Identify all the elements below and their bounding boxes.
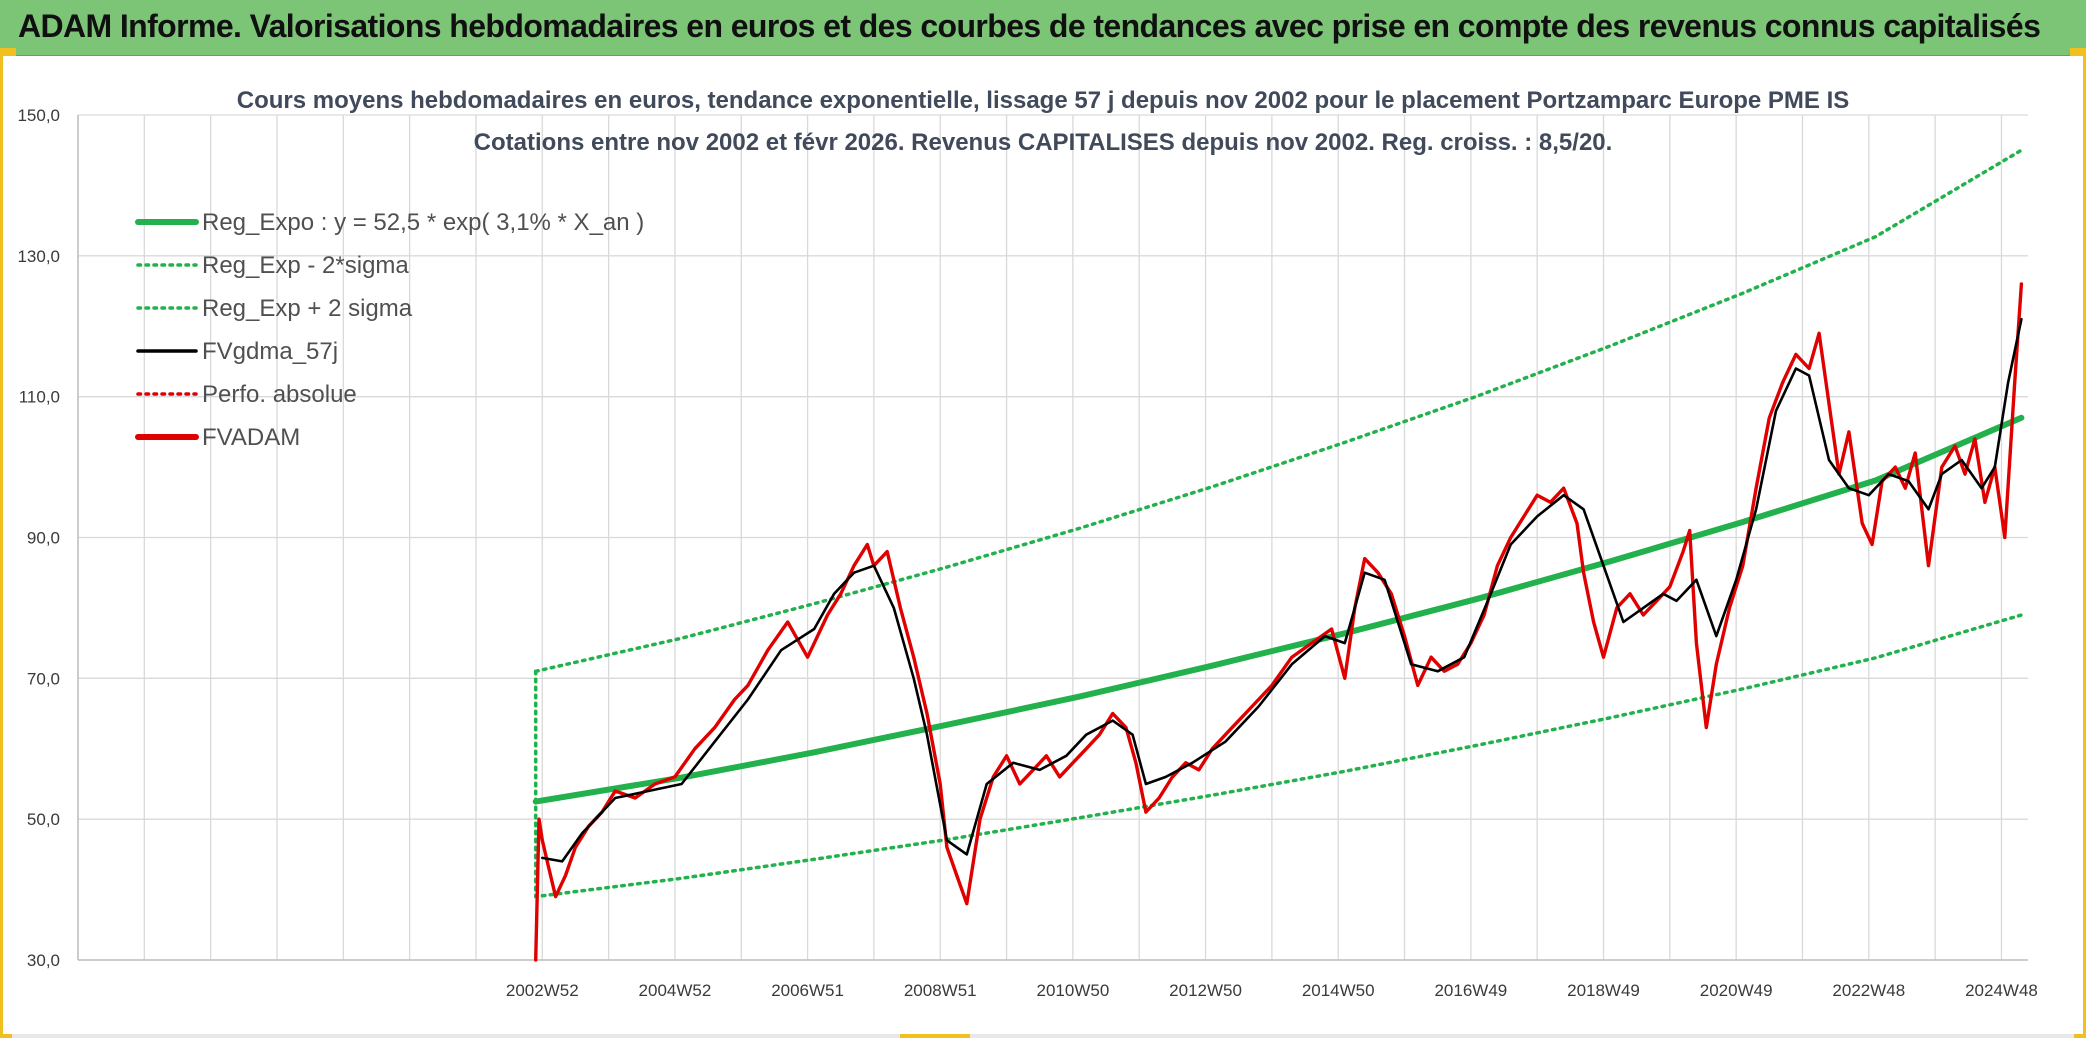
x-tick-label: 2002W52 [506,981,579,1000]
bottom-bar [0,1034,2086,1038]
y-tick-label: 50,0 [27,810,60,829]
x-tick-label: 2022W48 [1832,981,1905,1000]
banner-corner-left [0,48,16,56]
series-line-reg-exp-2-sigma [533,613,2024,899]
chart-frame [0,56,2086,1038]
y-tick-label: 150,0 [17,106,60,125]
x-tick-label: 2020W49 [1700,981,1773,1000]
y-tick-label: 30,0 [27,951,60,970]
legend-label: Reg_Exp - 2*sigma [202,252,409,279]
x-tick-label: 2012W50 [1169,981,1242,1000]
legend-label: Reg_Exp + 2 sigma [202,295,413,322]
x-tick-label: 2018W49 [1567,981,1640,1000]
y-tick-label: 130,0 [17,247,60,266]
x-axis-ticks: 2002W52 2004W52 2006W51 2008W51 2010W50 2012W… [506,981,2038,1000]
series-group [532,148,2025,962]
series-line-reg-exp-2-sigma [533,148,2024,674]
chart-title-line1: Cours moyens hebdomadaires en euros, ten… [237,87,1850,114]
x-tick-label: 2016W49 [1434,981,1507,1000]
banner: ADAM Informe. Valorisations hebdomadaire… [0,0,2086,56]
x-tick-label: 2004W52 [639,981,712,1000]
series-line-reg-expo [532,414,2025,805]
y-tick-label: 110,0 [19,388,60,407]
banner-title: ADAM Informe. Valorisations hebdomadaire… [18,8,2041,44]
series-line-fvgdma-57j [540,317,2023,863]
banner-corner-right [2070,48,2086,56]
x-tick-label: 2024W48 [1965,981,2038,1000]
legend: Reg_Expo : y = 52,5 * exp( 3,1% * X_an )… [135,209,644,451]
y-tick-label: 70,0 [27,669,60,688]
x-tick-label: 2008W51 [904,981,977,1000]
y-axis-ticks: 30,0 50,0 70,0 90,0 110,0 130,0 150,0 [17,106,60,970]
x-tick-label: 2014W50 [1302,981,1375,1000]
y-tick-label: 90,0 [27,529,60,548]
grid [77,114,2028,961]
legend-label: Perfo. absolue [202,381,357,408]
legend-label: Reg_Expo : y = 52,5 * exp( 3,1% * X_an ) [202,209,644,236]
series-line-fvadam [534,282,2024,962]
chart-title-line2: Cotations entre nov 2002 et févr 2026. R… [474,129,1613,156]
legend-label: FVADAM [202,424,300,451]
legend-label: FVgdma_57j [202,338,338,365]
x-tick-label: 2006W51 [771,981,844,1000]
x-tick-label: 2010W50 [1037,981,1110,1000]
